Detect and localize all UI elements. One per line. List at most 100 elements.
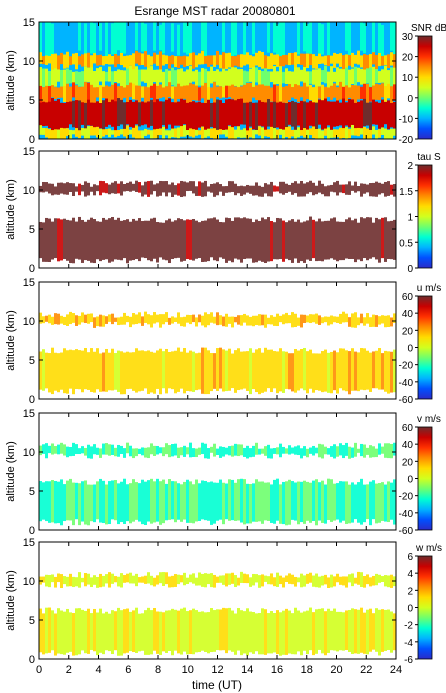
heatmap-cell <box>384 217 387 262</box>
heatmap-cell <box>270 124 273 139</box>
heatmap-cell <box>186 69 189 86</box>
heatmap-cell <box>381 482 384 521</box>
heatmap-cell <box>267 129 270 137</box>
heatmap-cell <box>339 22 342 53</box>
heatmap-cell <box>222 349 225 392</box>
heatmap-cell <box>348 69 351 88</box>
heatmap-cell <box>105 85 108 99</box>
heatmap-cell <box>87 82 90 100</box>
heatmap-cell <box>42 576 45 583</box>
heatmap-cell <box>45 607 48 654</box>
heatmap-cell <box>147 54 150 68</box>
heatmap-cell <box>138 69 141 86</box>
heatmap-cell <box>60 102 63 128</box>
heatmap-cell <box>162 447 165 457</box>
heatmap-cell <box>351 84 354 100</box>
heatmap-cell <box>324 484 327 524</box>
heatmap-cell <box>315 98 318 130</box>
heatmap-cell <box>90 348 93 392</box>
heatmap-cell <box>228 24 231 52</box>
heatmap-cell <box>129 611 132 652</box>
heatmap-cell <box>81 98 84 125</box>
heatmap-cell <box>219 446 222 458</box>
heatmap-cell <box>207 573 210 585</box>
heatmap-cell <box>219 315 222 325</box>
heatmap-cell <box>99 66 102 82</box>
heatmap-cell <box>315 127 318 139</box>
heatmap-cell <box>51 52 54 70</box>
heatmap-cell <box>288 610 291 654</box>
heatmap-cell <box>243 573 246 584</box>
heatmap-cell <box>117 317 120 326</box>
heatmap-cell <box>201 68 204 86</box>
heatmap-cell <box>258 50 261 67</box>
heatmap-cell <box>114 576 117 583</box>
heatmap-cell <box>291 52 294 65</box>
heatmap-cell <box>270 102 273 127</box>
heatmap-cell <box>225 53 228 70</box>
heatmap-cell <box>165 54 168 65</box>
heatmap-cell <box>240 97 243 125</box>
heatmap-cell <box>51 316 54 325</box>
heatmap-cell <box>168 351 171 389</box>
heatmap-cell <box>69 86 72 102</box>
heatmap-cell <box>228 181 231 193</box>
heatmap-cell <box>99 221 102 262</box>
heatmap-cell <box>87 313 90 324</box>
heatmap-cell <box>297 67 300 86</box>
heatmap-cell <box>264 482 267 521</box>
heatmap-cell <box>105 484 108 525</box>
heatmap-cell <box>234 86 237 101</box>
heatmap-cell <box>171 444 174 457</box>
y-tick-label: 5 <box>29 486 35 498</box>
heatmap-cell <box>75 577 78 587</box>
heatmap-cell <box>69 612 72 652</box>
heatmap-cell <box>132 218 135 261</box>
heatmap-cell <box>348 351 351 395</box>
heatmap-cell <box>387 181 390 196</box>
heatmap-cell <box>141 53 144 65</box>
heatmap-cell <box>51 610 54 651</box>
heatmap-cell <box>99 573 102 588</box>
heatmap-cell <box>93 71 96 88</box>
heatmap-cell <box>381 83 384 98</box>
heatmap-cell <box>180 447 183 456</box>
heatmap-cell <box>81 577 84 583</box>
heatmap-cell <box>375 608 378 652</box>
heatmap-cell <box>225 217 228 263</box>
heatmap-cell <box>96 221 99 260</box>
heatmap-cell <box>237 97 240 127</box>
heatmap-cell <box>234 67 237 86</box>
heatmap-cell <box>126 97 129 125</box>
heatmap-cell <box>180 351 183 389</box>
heatmap-cell <box>174 81 177 103</box>
heatmap-cell <box>360 217 363 262</box>
heatmap-cell <box>309 447 312 454</box>
heatmap-cell <box>366 83 369 103</box>
heatmap-cell <box>90 613 93 650</box>
heatmap-cell <box>117 576 120 587</box>
y-tick-label: 15 <box>23 17 35 29</box>
heatmap-cell <box>348 128 351 139</box>
heatmap-cell <box>111 182 114 194</box>
heatmap-cell <box>315 447 318 454</box>
heatmap-cell <box>210 608 213 653</box>
heatmap-cell <box>201 102 204 127</box>
colorbar-tick-label: -4 <box>404 638 413 649</box>
heatmap-cell <box>57 65 60 82</box>
heatmap-cell <box>195 22 198 56</box>
heatmap-cell <box>183 55 186 68</box>
heatmap-cell <box>240 218 243 263</box>
heatmap-cell <box>84 447 87 456</box>
heatmap-cell <box>345 126 348 139</box>
heatmap-cell <box>138 130 141 139</box>
heatmap-cell <box>231 54 234 68</box>
heatmap-cell <box>342 184 345 194</box>
heatmap-cell <box>123 56 126 68</box>
heatmap-cell <box>297 81 300 102</box>
heatmap-cell <box>165 483 168 521</box>
heatmap-cell <box>279 443 282 458</box>
heatmap-cell <box>261 481 264 524</box>
heatmap-cell <box>243 186 246 195</box>
